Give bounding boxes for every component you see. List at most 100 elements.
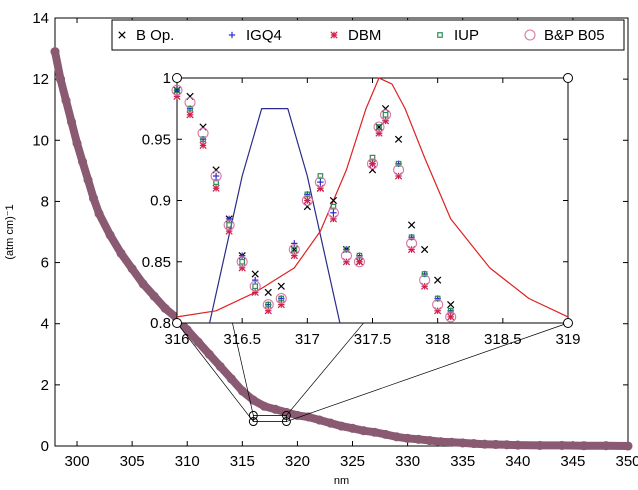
main-data-point <box>480 439 490 449</box>
inset-data-point <box>226 222 232 228</box>
inset-corner-marker <box>563 73 573 83</box>
inset-y-tick-label: 0.9 <box>150 193 171 210</box>
inset-data-point <box>447 307 454 314</box>
main-data-point <box>303 412 313 422</box>
x-tick-label: 325 <box>340 453 365 470</box>
main-plot: 300 305 310 315 320 325 330 335 340 345 3500246810… <box>4 10 638 487</box>
legend-label: B Op. <box>136 27 174 44</box>
inset-data-point <box>291 240 298 247</box>
main-data-point <box>226 374 236 384</box>
inset-data-point <box>407 221 416 229</box>
x-tick-label: 320 <box>285 453 310 470</box>
y-axis-label: (atm cm)⁻1 <box>4 204 16 259</box>
inset-data-point <box>353 256 366 268</box>
main-data-point <box>347 423 358 433</box>
main-data-point <box>127 264 137 274</box>
inset-corner-marker <box>563 318 573 328</box>
inset-reference-line <box>176 77 569 318</box>
inset-data-point <box>264 288 272 296</box>
inset-data-point <box>393 164 405 176</box>
zoom-connector-line <box>286 322 569 422</box>
inset-data-point <box>408 234 415 241</box>
legend-label: DBM <box>348 27 381 44</box>
main-data-point <box>94 209 104 219</box>
inset-corner-marker <box>172 318 182 328</box>
inset-data-point <box>376 124 382 130</box>
main-data-point <box>248 395 258 405</box>
inset-data-point <box>419 274 431 286</box>
inset-data-point <box>262 299 274 311</box>
main-data-point <box>403 433 413 443</box>
main-data-point <box>105 230 115 240</box>
y-tick-label: 4 <box>41 316 49 333</box>
main-data-point <box>579 441 589 451</box>
inset-data-point <box>252 276 259 284</box>
y-tick-label: 14 <box>32 10 49 27</box>
main-data-point <box>270 404 280 414</box>
inset-data-point <box>251 270 259 278</box>
inset-y-tick-label: 1 <box>163 70 171 87</box>
main-data-point <box>513 440 523 450</box>
main-data-point <box>66 117 77 127</box>
inset-data-point <box>301 194 313 207</box>
main-data-point <box>535 440 545 450</box>
y-tick-label: 8 <box>41 193 49 210</box>
main-data-point <box>204 349 214 359</box>
main-data-point <box>116 248 126 258</box>
inset-x-tick-label: 316 <box>164 331 189 348</box>
inset-data-point <box>394 135 403 143</box>
main-data-point <box>292 410 302 420</box>
legend-marker <box>118 31 126 39</box>
inset-data-point <box>369 154 376 161</box>
inset-data-point <box>330 203 337 210</box>
main-data-point <box>259 401 269 411</box>
inset-data-point <box>421 271 428 277</box>
main-data-point <box>414 434 424 444</box>
x-tick-label: 340 <box>505 453 530 470</box>
inset-data-point <box>187 105 193 112</box>
main-data-point <box>381 429 391 439</box>
main-data-point <box>61 95 71 106</box>
main-data-point <box>193 337 203 347</box>
inset-series <box>174 87 454 314</box>
inset-data-point <box>210 170 222 182</box>
inset-data-point <box>252 283 259 290</box>
inset-data-point <box>379 109 392 121</box>
main-data-point <box>469 439 479 449</box>
inset-data-point <box>356 252 363 259</box>
x-tick-label: 335 <box>450 453 475 470</box>
inset-x-tick-label: 317.5 <box>354 331 392 348</box>
inset-data-point <box>395 160 402 167</box>
main-data-point <box>89 193 99 203</box>
y-tick-label: 6 <box>41 255 49 272</box>
legend-box <box>111 19 625 51</box>
inset-data-point <box>421 245 429 254</box>
x-tick-label: 305 <box>120 453 145 470</box>
legend: B Op. IGQ4 DBM IUP B&P B05 <box>111 19 625 51</box>
inset-data-point <box>197 127 209 139</box>
main-data-point <box>237 386 247 396</box>
main-data-point <box>72 138 82 148</box>
inset-data-point <box>304 191 311 198</box>
inset-data-point <box>434 295 441 302</box>
inset-data-point <box>317 173 324 179</box>
main-series-trace <box>51 47 632 450</box>
legend-marker <box>524 29 536 41</box>
y-tick-label: 10 <box>32 132 49 149</box>
x-tick-label: 315 <box>230 453 255 470</box>
inset-x-tick-label: 316.5 <box>223 331 261 348</box>
inset-x-tick-label: 318 <box>425 331 450 348</box>
inset-series <box>171 84 457 323</box>
inset-data-point <box>303 196 311 205</box>
inset-plot: 316 316.5 317 317.5 318 318.5 319 0.8 0.85 0.9 0.9… <box>142 70 581 348</box>
inset-data-point <box>225 215 233 223</box>
inset-data-point <box>330 209 337 216</box>
inset-y-tick-label: 0.95 <box>142 131 171 148</box>
x-tick-label: 345 <box>560 453 585 470</box>
inset-data-point <box>184 96 196 109</box>
inset-data-point <box>432 299 444 311</box>
main-data-point <box>336 421 347 431</box>
inset-data-point <box>249 280 261 292</box>
inset-data-point <box>171 84 183 96</box>
